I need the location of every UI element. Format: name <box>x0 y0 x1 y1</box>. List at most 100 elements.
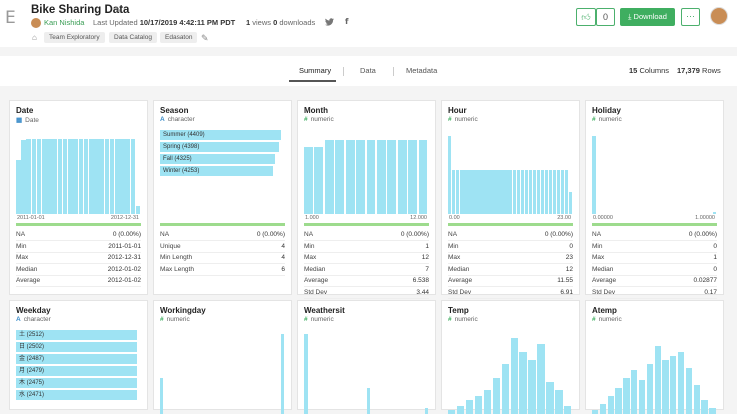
histogram-bar[interactable] <box>480 170 484 214</box>
histogram-bar[interactable] <box>524 170 529 214</box>
histogram-bar[interactable] <box>500 170 504 214</box>
histogram-bar[interactable] <box>452 170 456 214</box>
histogram-bar[interactable] <box>532 170 537 214</box>
histogram-bar[interactable] <box>42 139 47 214</box>
category-bar[interactable]: 水 (2471) <box>16 390 137 400</box>
column-name[interactable]: Month <box>304 106 328 115</box>
histogram-bar[interactable] <box>483 390 492 414</box>
histogram-bar[interactable] <box>552 170 557 214</box>
histogram-bar[interactable] <box>564 406 572 414</box>
histogram-bar[interactable] <box>548 170 553 214</box>
histogram-bar[interactable] <box>99 139 104 214</box>
histogram-bar[interactable] <box>16 160 21 214</box>
histogram-bar[interactable] <box>599 404 607 414</box>
download-button[interactable]: ⤓ Download <box>620 8 675 26</box>
histogram-bar[interactable] <box>512 170 516 214</box>
histogram-bar[interactable] <box>356 140 365 214</box>
histogram-bar[interactable] <box>424 408 429 414</box>
histogram-bar[interactable] <box>556 170 561 214</box>
histogram-bar[interactable] <box>615 388 622 414</box>
histogram-bar[interactable] <box>62 139 68 214</box>
histogram-bar[interactable] <box>568 192 573 214</box>
histogram-bar[interactable] <box>366 140 376 214</box>
histogram-bar[interactable] <box>484 170 488 214</box>
twitter-icon[interactable] <box>325 18 334 26</box>
histogram-bar[interactable] <box>88 139 94 214</box>
histogram-bar[interactable] <box>408 140 418 214</box>
histogram-bar[interactable] <box>508 170 512 214</box>
category-bar[interactable]: 木 (2475) <box>16 378 137 388</box>
histogram-bar[interactable] <box>26 139 31 214</box>
column-name[interactable]: Season <box>160 106 189 115</box>
histogram-bar[interactable] <box>492 170 496 214</box>
column-name[interactable]: Temp <box>448 306 469 315</box>
histogram-bar[interactable] <box>324 140 334 214</box>
histogram-bar[interactable] <box>607 396 614 414</box>
category-bar[interactable]: Fall (4325) <box>160 154 275 164</box>
histogram-bar[interactable] <box>130 139 136 214</box>
category-bar[interactable]: Winter (4253) <box>160 166 273 176</box>
more-options-button[interactable]: ⋯ <box>681 8 700 26</box>
histogram-bar[interactable] <box>501 364 509 414</box>
histogram-bar[interactable] <box>345 140 355 214</box>
like-button[interactable]: 👍︎ <box>576 8 596 26</box>
category-bar[interactable]: 月 (2479) <box>16 366 137 376</box>
histogram-bar[interactable] <box>677 352 685 414</box>
histogram-bar[interactable] <box>646 364 653 414</box>
histogram-bar[interactable] <box>468 170 472 214</box>
histogram-bar[interactable] <box>460 170 464 214</box>
histogram-bar[interactable] <box>366 388 371 414</box>
histogram-bar[interactable] <box>510 338 518 414</box>
histogram-bar[interactable] <box>496 170 500 214</box>
histogram-bar[interactable] <box>83 139 89 214</box>
histogram-bar[interactable] <box>528 360 536 414</box>
histogram-bar[interactable] <box>560 170 565 214</box>
histogram-bar[interactable] <box>280 334 285 414</box>
column-name[interactable]: Weekday <box>16 306 51 315</box>
histogram-bar[interactable] <box>448 136 452 214</box>
category-bar[interactable]: 土 (2512) <box>16 330 137 340</box>
histogram-bar[interactable] <box>448 410 456 414</box>
histogram-bar[interactable] <box>114 139 120 214</box>
histogram-bar[interactable] <box>564 170 569 214</box>
histogram-bar[interactable] <box>31 139 37 214</box>
column-name[interactable]: Weathersit <box>304 306 345 315</box>
histogram-bar[interactable] <box>464 170 468 214</box>
histogram-bar[interactable] <box>709 408 716 414</box>
histogram-bar[interactable] <box>504 170 508 214</box>
histogram-bar[interactable] <box>109 139 115 214</box>
histogram-bar[interactable] <box>631 370 638 414</box>
user-avatar[interactable] <box>710 7 728 25</box>
histogram-bar[interactable] <box>536 170 541 214</box>
histogram-bar[interactable] <box>544 170 549 214</box>
histogram-bar[interactable] <box>520 170 524 214</box>
histogram-bar[interactable] <box>387 140 397 214</box>
author-name[interactable]: Kan Nishida <box>44 18 85 27</box>
histogram-bar[interactable] <box>519 352 527 414</box>
tag-chip[interactable]: Data Catalog <box>109 32 157 43</box>
histogram-bar[interactable] <box>685 368 693 414</box>
histogram-bar[interactable] <box>47 139 52 214</box>
histogram-bar[interactable] <box>104 139 110 214</box>
histogram-bar[interactable] <box>376 140 386 214</box>
histogram-bar[interactable] <box>314 147 324 214</box>
histogram-bar[interactable] <box>546 382 554 414</box>
histogram-bar[interactable] <box>662 360 669 414</box>
tag-chip[interactable]: Team Exploratory <box>44 32 105 43</box>
column-name[interactable]: Holiday <box>592 106 621 115</box>
histogram-bar[interactable] <box>78 139 84 214</box>
column-name[interactable]: Hour <box>448 106 467 115</box>
histogram-bar[interactable] <box>21 140 26 214</box>
histogram-bar[interactable] <box>304 147 313 214</box>
tab-summary[interactable]: Summary <box>299 66 332 75</box>
histogram-bar[interactable] <box>456 170 460 214</box>
edit-title-icon[interactable]: ✎ <box>114 5 122 15</box>
histogram-bar[interactable] <box>94 139 99 214</box>
histogram-bar[interactable] <box>638 380 646 414</box>
histogram-bar[interactable] <box>304 334 308 414</box>
histogram-bar[interactable] <box>465 400 474 414</box>
tag-chip[interactable]: Edasaton <box>160 32 198 43</box>
histogram-bar[interactable] <box>120 139 125 214</box>
histogram-bar[interactable] <box>592 410 599 414</box>
histogram-bar[interactable] <box>476 170 480 214</box>
